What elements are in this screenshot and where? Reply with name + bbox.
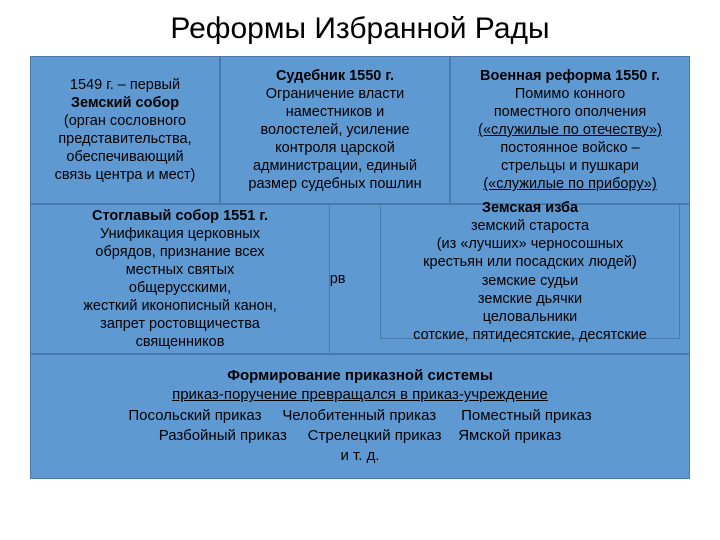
text-line: Земская изба [389,199,671,217]
text-line: стрельцы и пушкари [459,157,681,175]
row-3: Формирование приказной системы приказ-по… [30,354,690,479]
text-line: (орган сословного [39,112,211,130]
cell-sudebnik: Судебник 1550 г. Ограничение власти наме… [220,56,450,204]
text-line: («служилые по прибору») [459,175,681,193]
text-line: поместного ополчения [459,103,681,121]
text-line: Земский собор [39,94,211,112]
text-line: контроля царской [229,139,441,157]
text-line: Унификация церковных [39,225,321,243]
text-line: сотские, пятидесятские, десятские [389,326,671,344]
text-line: целовальники [389,308,671,326]
text-line: обрядов, признание всех [39,243,321,261]
prikazy-line-2: Разбойный приказ Стрелецкий приказ Ямско… [41,426,679,446]
slide: Реформы Избранной Рады 1549 г. – первый … [0,0,720,540]
row-1: 1549 г. – первый Земский собор (орган со… [30,56,690,204]
text-line: наместников и [229,103,441,121]
prikazy-line-1: Посольский приказ Челобитенный приказ По… [41,406,679,426]
text-line: связь центра и мест) [39,166,211,184]
text-line: администрации, единый [229,157,441,175]
text-line: (из «лучших» черносошных [389,235,671,253]
prikazy-title: Формирование приказной системы [41,367,679,386]
text-line: Ограничение власти [229,85,441,103]
prikazy-subtitle: приказ-поручение превращался в приказ-уч… [41,385,679,405]
text-line: Помимо конного [459,85,681,103]
text-line: крестьян или посадских людей) [389,253,671,271]
text-line: представительства, [39,130,211,148]
cell-prikazy: Формирование приказной системы приказ-по… [30,354,690,479]
text-line: земские судьи [389,272,671,290]
text-line: земский староста [389,217,671,235]
slide-title: Реформы Избранной Рады [30,12,690,46]
text-line: жесткий иконописный канон, [39,297,321,315]
text-line: местных святых [39,261,321,279]
cell-zemsky-sobor: 1549 г. – первый Земский собор (орган со… [30,56,220,204]
text-line: волостелей, усиление [229,121,441,139]
text-line: Стоглавый собор 1551 г. [39,207,321,225]
text-line: постоянное войско – [459,139,681,157]
cell-stoglav: Стоглавый собор 1551 г. Унификация церко… [30,204,330,354]
text-line: общерусскими, [39,279,321,297]
text-line: («служилые по отечеству») [459,121,681,139]
text-line: священников [39,333,321,351]
text-line: запрет ростовщичества [39,315,321,333]
text-line: Судебник 1550 г. [229,67,441,85]
prikazy-etc: и т. д. [41,446,679,466]
text-line: земские дьячки [389,290,671,308]
cell-military-reform: Военная реформа 1550 г. Помимо конного п… [450,56,690,204]
text-line: Военная реформа 1550 г. [459,67,681,85]
text-line: размер судебных пошлин [229,175,441,193]
text-line: 1549 г. – первый [39,76,211,94]
row-2: О перв х а в Стоглавый собор 1551 г. Уни… [30,204,690,354]
text-line: обеспечивающий [39,148,211,166]
cell-zemskaya-izba: Земская изба земский староста (из «лучши… [380,204,680,339]
